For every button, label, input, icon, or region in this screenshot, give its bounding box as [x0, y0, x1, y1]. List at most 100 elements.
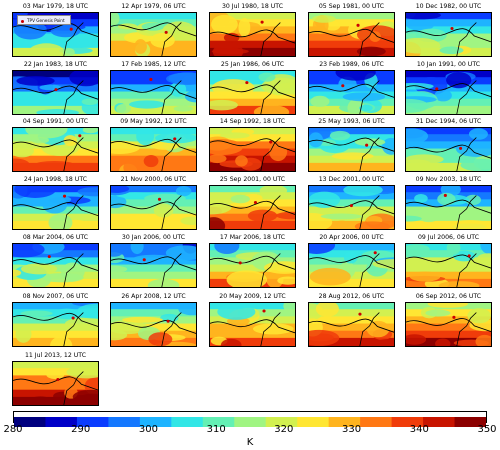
theta-band: [111, 250, 196, 260]
theta-band: [111, 244, 196, 253]
colorbar-segment: [391, 417, 424, 427]
theta-band: [210, 186, 295, 195]
theta-blob: [13, 108, 41, 114]
theta-blob: [130, 244, 144, 255]
coastline: [260, 80, 281, 114]
theta-band: [406, 33, 491, 43]
legend: TPV Genesis Point: [17, 15, 71, 25]
theta-blob: [366, 320, 390, 338]
theta-band: [13, 316, 98, 326]
theta-band: [111, 128, 196, 137]
theta-field: [406, 13, 491, 56]
panel-title: 30 Jul 1980, 18 UTC: [221, 3, 284, 10]
theta-blob: [166, 72, 196, 85]
theta-band: [210, 206, 295, 216]
genesis-point-marker: [173, 137, 177, 141]
theta-blob: [435, 338, 451, 346]
panel-title: 09 May 1992, 12 UTC: [120, 118, 187, 125]
theta-field: [210, 186, 295, 229]
panel-title: 17 Mar 2006, 18 UTC: [219, 234, 286, 241]
theta-blob: [123, 160, 140, 171]
genesis-point-marker: [253, 200, 258, 205]
theta-band: [111, 186, 196, 195]
panel-title: 09 Jul 2006, 06 UTC: [417, 234, 480, 241]
theta-field: [210, 303, 295, 346]
theta-field: [13, 128, 98, 171]
theta-blob: [66, 365, 98, 379]
theta-band: [111, 77, 196, 87]
theta-band: [406, 105, 491, 114]
theta-band: [406, 134, 491, 144]
theta-band: [210, 323, 295, 333]
coastline: [359, 80, 380, 114]
panel-title: 22 Jan 1983, 18 UTC: [23, 61, 88, 68]
theta-band: [309, 155, 394, 165]
theta-blob: [406, 37, 441, 54]
panel-title: 08 Nov 2007, 06 UTC: [22, 293, 89, 300]
coastline: [456, 195, 477, 229]
theta-band: [111, 309, 196, 319]
theta-blob: [165, 245, 196, 261]
theta-map: [110, 127, 197, 172]
genesis-point-marker: [71, 316, 75, 320]
theta-blob: [238, 18, 251, 38]
theta-map: [110, 185, 197, 230]
theta-field: [406, 128, 491, 171]
coastline: [161, 253, 182, 287]
genesis-point-marker: [260, 20, 264, 24]
theta-band: [406, 155, 491, 165]
panel-title: 13 Dec 2001, 00 UTC: [318, 176, 385, 183]
theta-band: [13, 303, 98, 312]
theta-map: [308, 127, 395, 172]
theta-map: [308, 243, 395, 288]
panel-title: 28 Aug 2012, 06 UTC: [318, 293, 385, 300]
panel-title: 14 Sep 1992, 18 UTC: [219, 118, 286, 125]
panel-title: 06 Sep 2012, 06 UTC: [415, 293, 482, 300]
theta-band: [406, 271, 491, 281]
theta-band: [309, 323, 394, 333]
theta-blob: [427, 303, 469, 308]
theta-blob: [77, 303, 98, 318]
theta-field: [210, 71, 295, 114]
genesis-point-marker: [450, 26, 454, 31]
theta-blob: [409, 271, 441, 282]
colorbar-segment: [265, 417, 298, 427]
theta-map: [12, 302, 99, 347]
theta-blob: [81, 98, 98, 106]
theta-blob: [475, 334, 491, 346]
genesis-point-marker: [373, 251, 377, 255]
panel-title: 03 Mar 1979, 18 UTC: [22, 3, 89, 10]
theta-blob: [41, 273, 84, 283]
theta-band: [309, 134, 394, 144]
theta-blob: [252, 323, 294, 335]
theta-blob: [16, 75, 55, 86]
theta-blob: [210, 139, 243, 155]
theta-band: [210, 33, 295, 43]
theta-blob: [359, 104, 373, 112]
theta-blob: [226, 270, 268, 287]
theta-band: [309, 303, 394, 312]
genesis-point-marker: [149, 77, 153, 81]
genesis-point-marker: [269, 140, 273, 144]
theta-blob: [309, 191, 341, 208]
theta-map: [405, 127, 492, 172]
colorbar-tick-label: 320: [274, 424, 294, 435]
theta-band: [210, 148, 295, 158]
theta-blob: [150, 32, 175, 48]
theta-band: [13, 98, 98, 108]
theta-blob: [111, 244, 125, 257]
coastline: [359, 137, 380, 171]
theta-band: [210, 199, 295, 209]
panel-title: 25 Jan 1986, 06 UTC: [220, 61, 285, 68]
theta-map: [209, 12, 296, 57]
theta-blob: [219, 132, 250, 139]
theta-blob: [315, 303, 339, 317]
colorbar-tick-label: 350: [477, 424, 497, 435]
theta-field: [111, 71, 196, 114]
colorbar-segment: [234, 417, 267, 427]
colorbar-tick-label: 290: [71, 424, 91, 435]
panel-title: 21 Nov 2000, 06 UTC: [120, 176, 187, 183]
theta-band: [309, 141, 394, 151]
theta-band: [309, 192, 394, 202]
